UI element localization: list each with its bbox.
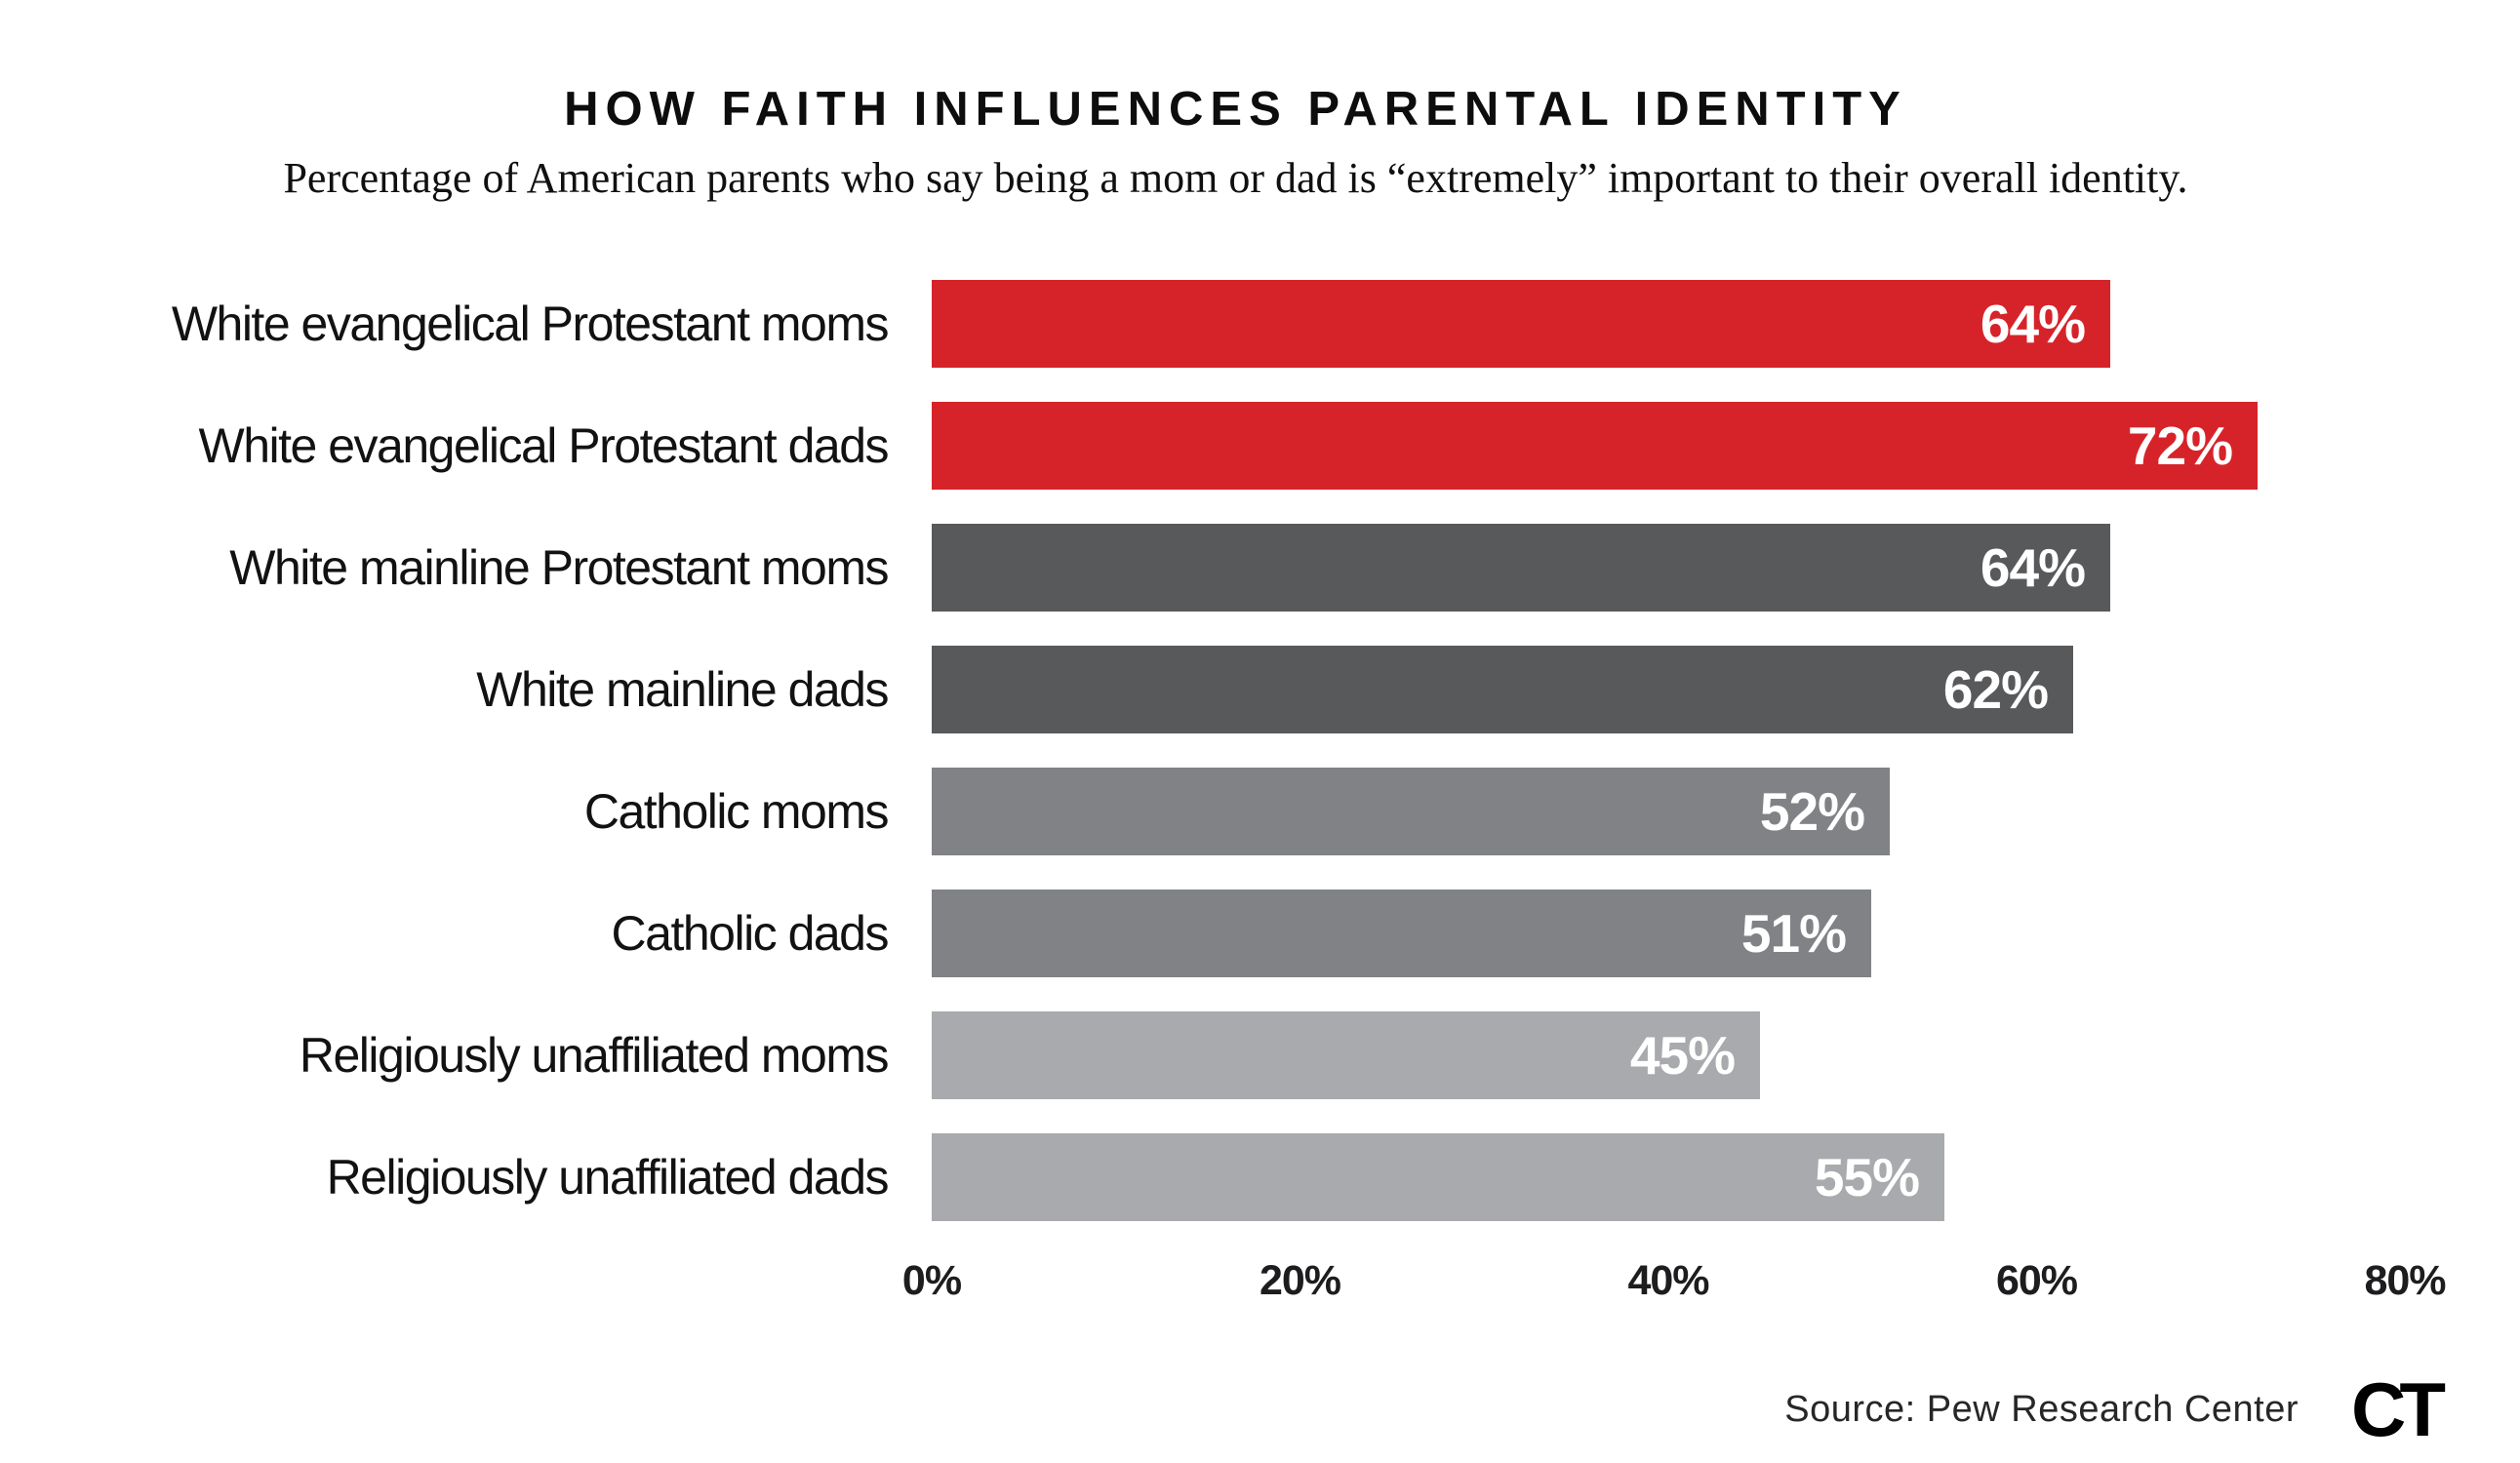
category-label: Religiously unaffiliated dads <box>326 1150 890 1205</box>
bar: 52% <box>932 768 1890 855</box>
category-label: White mainline dads <box>476 662 889 717</box>
value-label: 55% <box>1814 1146 1920 1207</box>
value-label: 62% <box>1942 658 2049 720</box>
x-axis-tick: 60% <box>1995 1257 2078 1304</box>
bar-track: 62% <box>932 646 2520 733</box>
x-axis-tick: 20% <box>1259 1257 1341 1304</box>
category-label: Catholic dads <box>611 906 890 961</box>
source-text: Source: Pew Research Center <box>1784 1388 2300 1430</box>
bar: 45% <box>932 1011 1760 1099</box>
bar-row: Catholic moms 52% <box>0 768 2520 855</box>
value-label: 72% <box>2127 415 2233 476</box>
chart-header: HOW FAITH INFLUENCES PARENTAL IDENTITY P… <box>0 0 2471 202</box>
category-label: White evangelical Protestant moms <box>171 297 890 351</box>
bar: 72% <box>932 402 2258 490</box>
bar: 55% <box>932 1133 1944 1221</box>
bar-row: White mainline dads 62% <box>0 646 2520 733</box>
x-axis: 0% 20% 40% 60% 80% <box>902 1256 2447 1307</box>
category-label: Religiously unaffiliated moms <box>299 1028 890 1083</box>
bar-track: 51% <box>932 890 2520 977</box>
bar: 51% <box>932 890 1871 977</box>
bar-row: White evangelical Protestant moms 64% <box>0 280 2520 368</box>
bar-track: 64% <box>932 524 2520 612</box>
value-label: 64% <box>1980 536 2086 598</box>
value-label: 51% <box>1740 902 1847 964</box>
footer: Source: Pew Research Center CT <box>1784 1366 2446 1452</box>
category-label: White evangelical Protestant dads <box>198 418 890 473</box>
bar: 64% <box>932 524 2110 612</box>
bar: 62% <box>932 646 2073 733</box>
bar-row: Religiously unaffiliated moms 45% <box>0 1011 2520 1099</box>
bar-track: 55% <box>932 1133 2520 1221</box>
x-axis-tick: 80% <box>2364 1257 2446 1304</box>
ct-logo: CT <box>2351 1366 2446 1452</box>
bar-chart: White evangelical Protestant moms 64% Whit… <box>0 280 2520 1255</box>
bar: 64% <box>932 280 2110 368</box>
bar-track: 64% <box>932 280 2520 368</box>
bar-track: 52% <box>932 768 2520 855</box>
value-label: 45% <box>1629 1024 1736 1086</box>
bar-track: 72% <box>932 402 2520 490</box>
category-label: White mainline Protestant moms <box>229 540 889 595</box>
value-label: 64% <box>1980 293 2086 354</box>
bar-row: White mainline Protestant moms 64% <box>0 524 2520 612</box>
bar-row: Catholic dads 51% <box>0 890 2520 977</box>
bar-row: Religiously unaffiliated dads 55% <box>0 1133 2520 1221</box>
value-label: 52% <box>1759 780 1865 842</box>
chart-subtitle: Percentage of American parents who say b… <box>283 154 2188 202</box>
bar-row: White evangelical Protestant dads 72% <box>0 402 2520 490</box>
category-label: Catholic moms <box>583 784 890 839</box>
x-axis-tick: 0% <box>901 1257 962 1304</box>
x-axis-tick: 40% <box>1627 1257 1709 1304</box>
bar-track: 45% <box>932 1011 2520 1099</box>
chart-title: HOW FAITH INFLUENCES PARENTAL IDENTITY <box>564 83 1907 136</box>
